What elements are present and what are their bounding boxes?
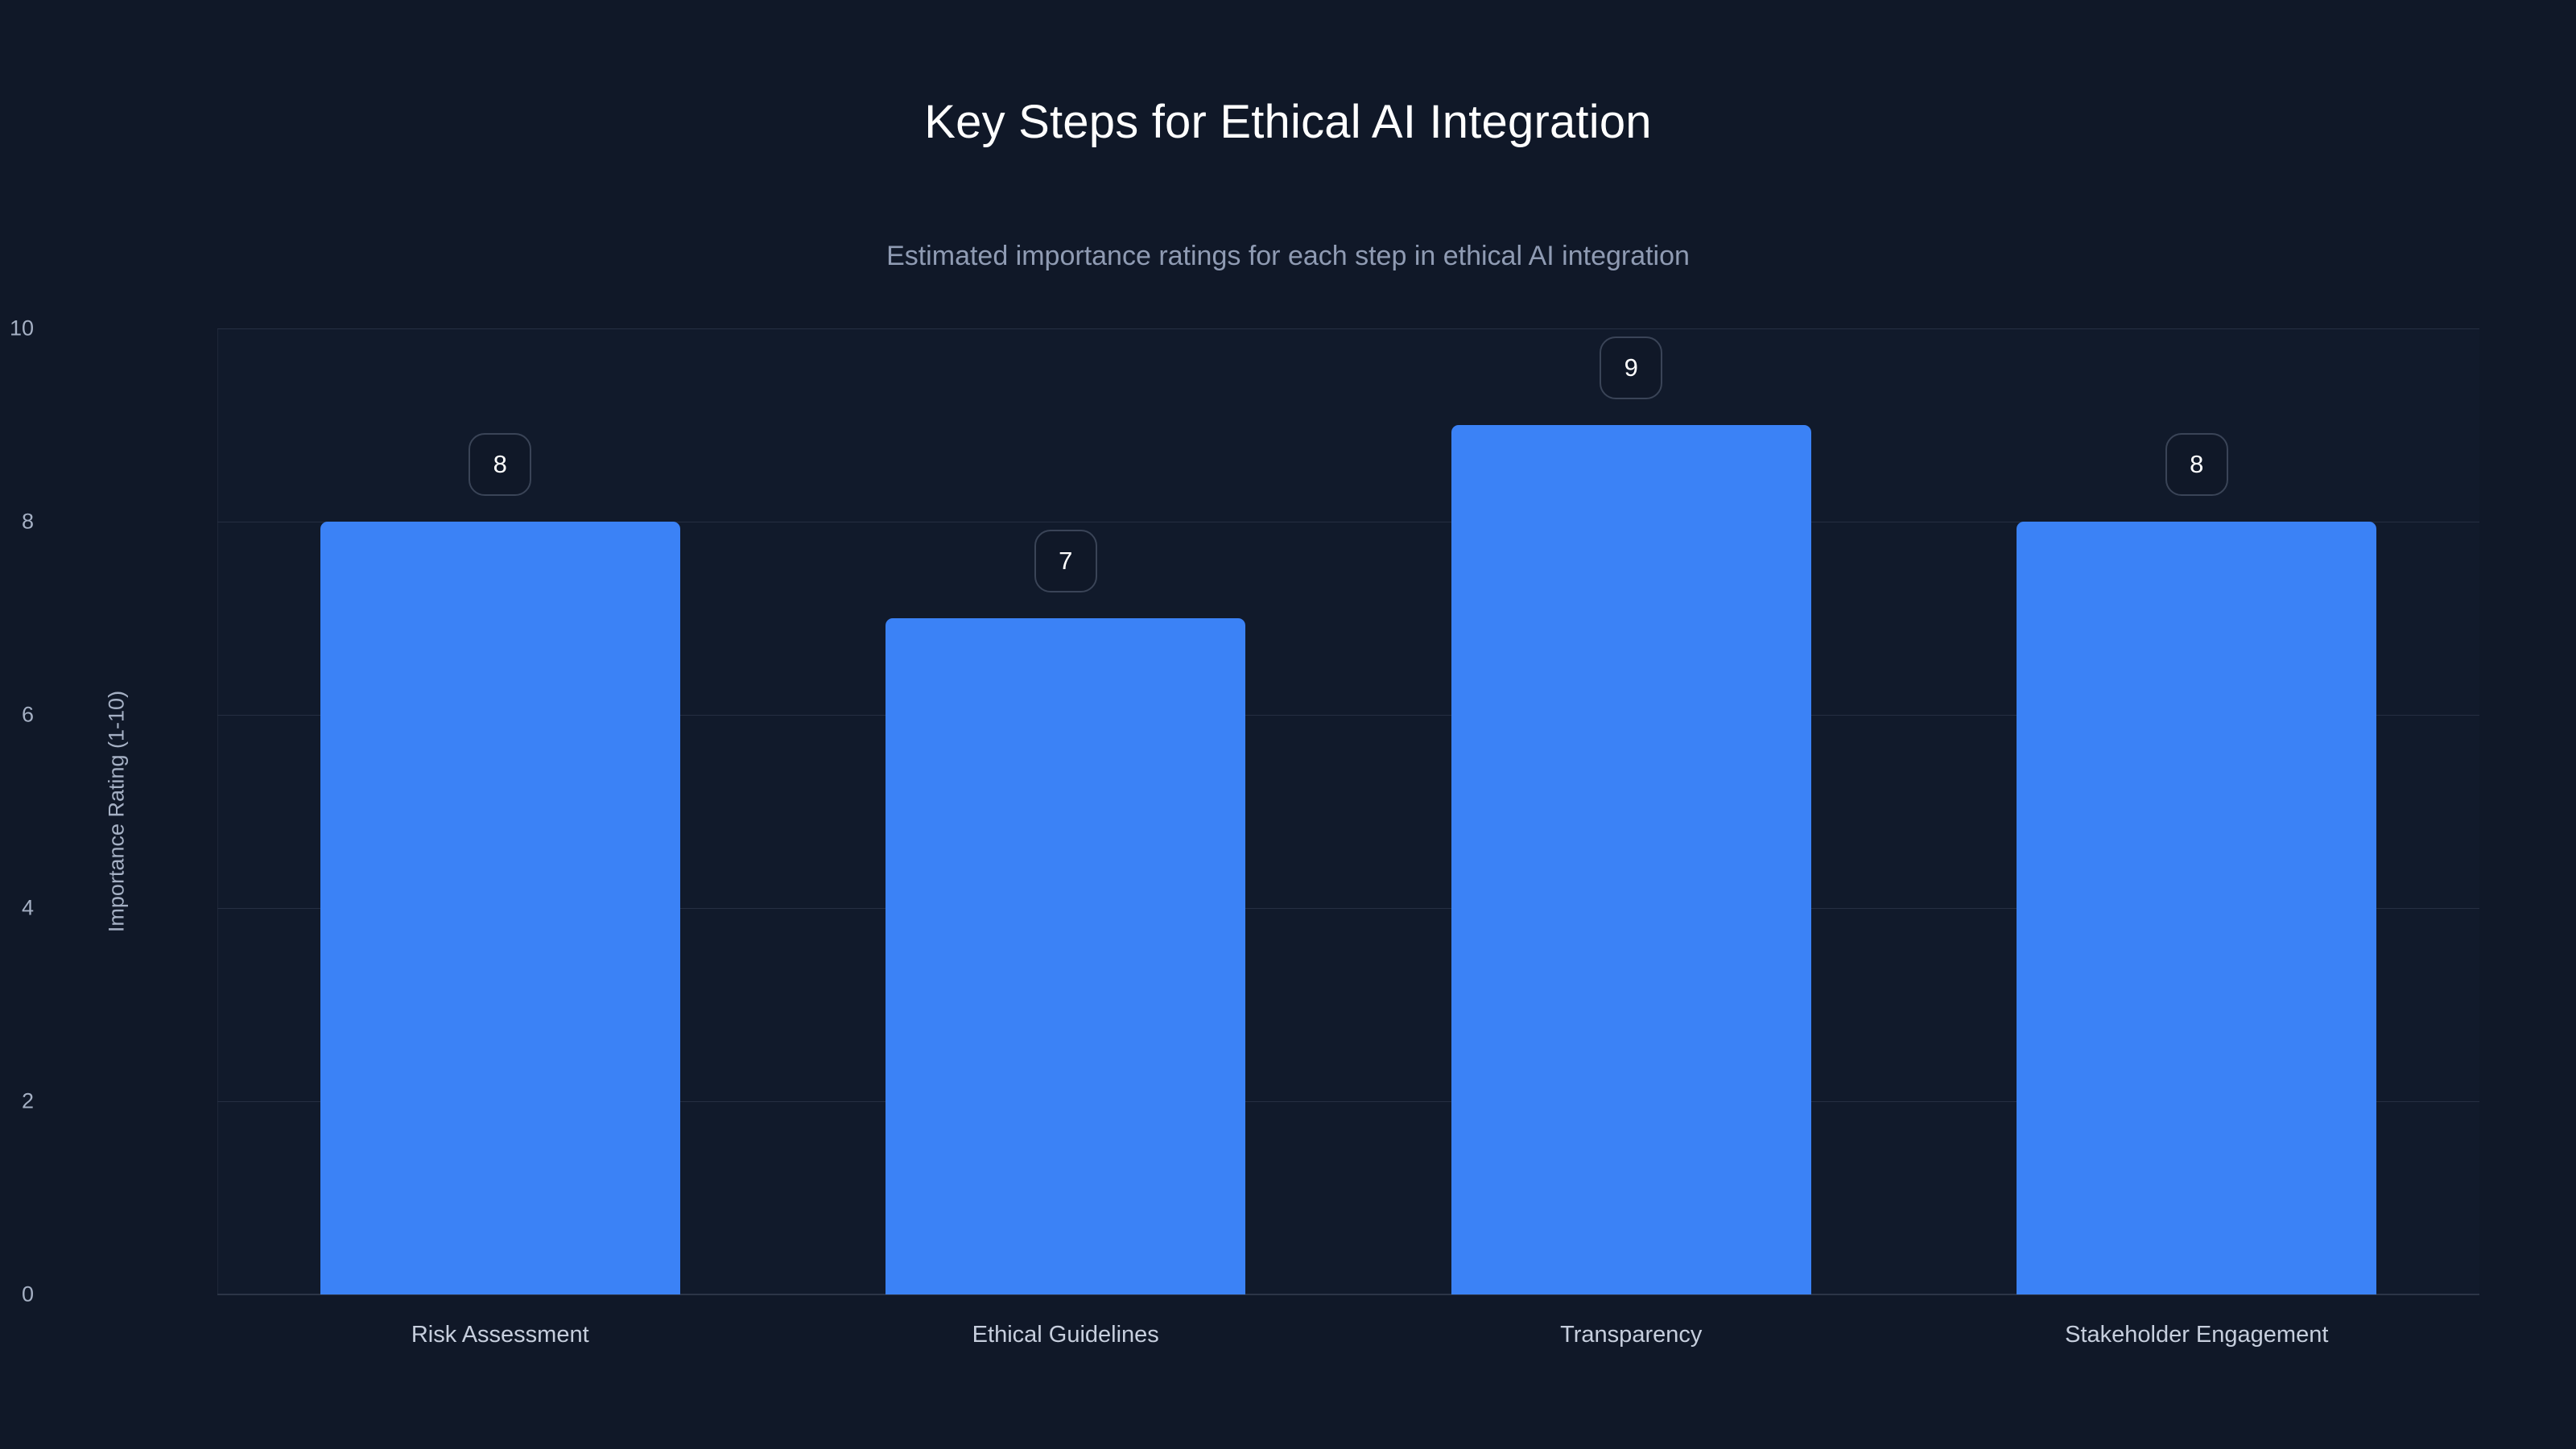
y-axis-line xyxy=(217,328,218,1294)
y-axis-title: Importance Rating (1-10) xyxy=(104,690,129,933)
y-axis-tick-label: 2 xyxy=(21,1088,34,1113)
bar-value-badge: 9 xyxy=(1600,336,1663,399)
x-axis-tick-label: Risk Assessment xyxy=(411,1322,589,1348)
bar-value-badge: 8 xyxy=(2165,433,2228,496)
x-axis-tick-label: Stakeholder Engagement xyxy=(2065,1322,2329,1348)
gridline xyxy=(217,1101,2479,1102)
y-axis-tick-label: 10 xyxy=(9,316,34,341)
bar-value-badge: 7 xyxy=(1034,530,1097,592)
y-axis-tick-label: 6 xyxy=(21,702,34,727)
bar[interactable] xyxy=(2017,522,2377,1294)
y-axis-tick-label: 0 xyxy=(21,1282,34,1307)
bar-value-badge: 8 xyxy=(469,433,532,496)
gridline xyxy=(217,328,2479,329)
bar[interactable] xyxy=(320,522,680,1294)
gridline xyxy=(217,715,2479,716)
chart-subtitle: Estimated importance ratings for each st… xyxy=(886,241,1690,271)
bar[interactable] xyxy=(886,618,1246,1294)
y-axis-tick-label: 8 xyxy=(21,509,34,534)
chart-title: Key Steps for Ethical AI Integration xyxy=(924,96,1652,148)
x-axis-tick-label: Ethical Guidelines xyxy=(972,1322,1159,1348)
y-axis-tick-label: 4 xyxy=(21,895,34,920)
bar[interactable] xyxy=(1451,425,1811,1294)
x-axis-baseline xyxy=(217,1294,2479,1295)
x-axis-tick-label: Transparency xyxy=(1560,1322,1703,1348)
gridline xyxy=(217,908,2479,909)
